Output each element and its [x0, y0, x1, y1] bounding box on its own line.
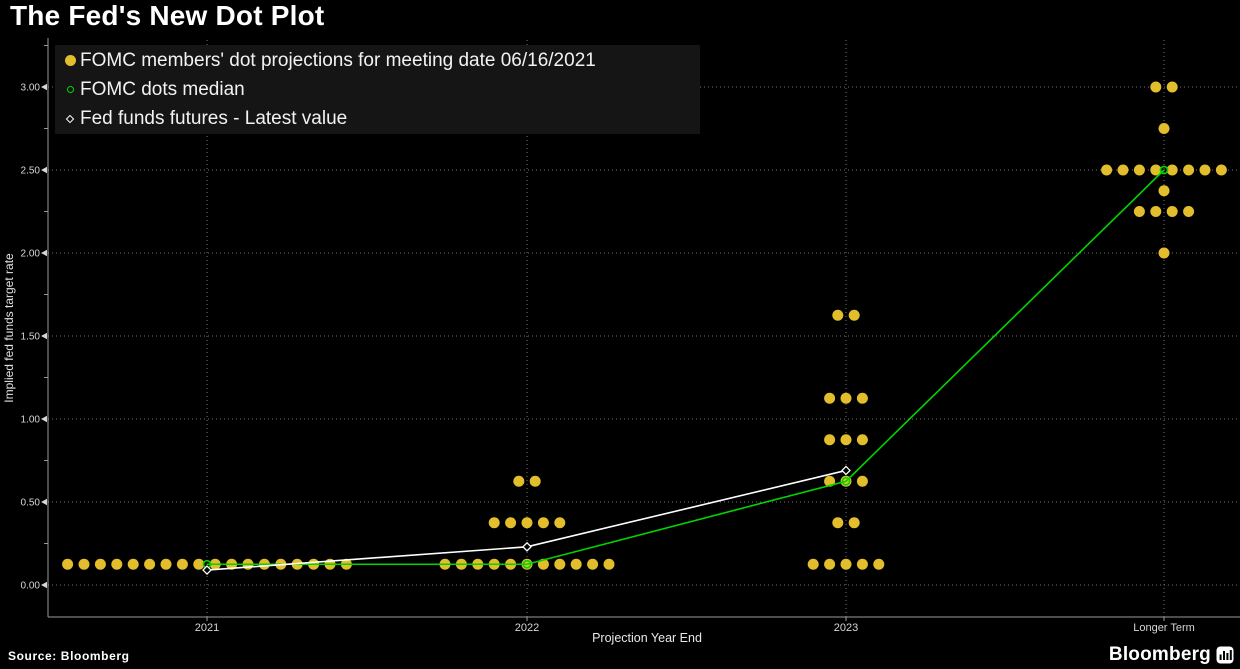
fomc-dot — [848, 517, 860, 529]
fomc-dot — [144, 558, 156, 570]
y-tick-arrow — [41, 249, 47, 257]
fomc-dot — [856, 434, 868, 446]
legend-label: Fed funds futures - Latest value — [80, 107, 348, 129]
fomc-dot — [94, 558, 106, 570]
y-tick-label: 0.00 — [21, 581, 41, 592]
y-tick-arrow — [41, 166, 47, 174]
fomc-dot — [824, 558, 836, 570]
y-tick-label: 2.50 — [21, 166, 41, 177]
fomc-dot — [1101, 164, 1113, 176]
fomc-dot — [832, 309, 844, 321]
y-tick-arrow — [41, 415, 47, 423]
fomc-dot — [111, 558, 123, 570]
fomc-dot — [1150, 164, 1162, 176]
fomc-dot — [1166, 206, 1178, 217]
fomc-dot — [832, 517, 844, 529]
fomc-dot — [1133, 164, 1145, 176]
fomc-dot — [1166, 164, 1178, 176]
source-credit: Source: Bloomberg — [8, 649, 130, 663]
fomc-dot — [176, 558, 188, 570]
fomc-dot — [840, 434, 852, 446]
fomc-dot — [856, 392, 868, 404]
bloomberg-logo: Bloomberg — [1109, 644, 1234, 666]
bloomberg-chart-icon — [1216, 646, 1234, 664]
x-tick-label: 2023 — [834, 622, 858, 634]
fomc-dot — [1133, 206, 1145, 217]
fomc-dot — [840, 558, 852, 570]
fomc-dot — [587, 558, 599, 570]
fomc-dot — [1117, 164, 1129, 176]
futures-point — [841, 465, 851, 476]
y-tick-arrow — [41, 581, 47, 589]
fomc-dot — [160, 558, 172, 570]
fomc-dot — [488, 517, 500, 529]
fomc-dot — [193, 558, 205, 570]
legend-label: FOMC dots median — [80, 78, 245, 100]
fomc-dot — [1166, 81, 1178, 93]
x-tick-label: 2022 — [515, 622, 539, 634]
legend-item: FOMC members' dot projections for meetin… — [62, 46, 700, 75]
fomc-dot — [1199, 164, 1211, 176]
fomc-dot — [521, 517, 533, 529]
fomc-dot — [856, 558, 868, 570]
fomc-dot — [1158, 123, 1170, 134]
x-tick-label: Longer Term — [1133, 622, 1195, 634]
median-line — [207, 169, 1165, 566]
y-tick-label: 1.00 — [21, 415, 41, 426]
fomc-dot — [554, 517, 566, 529]
y-tick-label: 1.50 — [21, 332, 41, 343]
fomc-dot — [824, 434, 836, 446]
open-circle-icon — [62, 86, 78, 93]
x-tick-label: 2021 — [195, 622, 219, 634]
median-point — [841, 476, 851, 486]
y-tick-label: 2.00 — [21, 249, 41, 260]
fomc-dot — [62, 558, 74, 570]
fomc-dot — [537, 517, 549, 529]
futures-point — [202, 565, 212, 575]
bloomberg-logo-text: Bloomberg — [1108, 644, 1211, 665]
fomc-dot — [513, 475, 525, 487]
median-point — [522, 559, 532, 569]
fomc-dot — [807, 558, 819, 570]
y-tick-arrow — [41, 332, 47, 340]
fomc-dot — [603, 558, 615, 570]
y-tick-arrow — [41, 498, 47, 506]
fomc-dot — [1183, 206, 1195, 217]
legend-item: FOMC dots median — [62, 75, 700, 104]
fomc-dot — [1183, 164, 1195, 176]
fomc-dot — [848, 309, 860, 321]
chart-title: The Fed's New Dot Plot — [10, 0, 325, 31]
fomc-dot — [873, 558, 885, 570]
fomc-dot — [1150, 206, 1162, 217]
y-axis-title: Implied fed funds target rate — [2, 253, 16, 403]
y-tick-arrow — [41, 83, 47, 91]
fomc-dot — [1215, 164, 1227, 176]
fomc-dot — [824, 392, 836, 404]
x-axis-title: Projection Year End — [592, 631, 702, 645]
fomc-dot — [529, 475, 541, 487]
open-diamond-icon — [62, 114, 78, 123]
median-point — [1159, 165, 1169, 175]
y-tick-label: 3.00 — [21, 83, 41, 94]
legend-label: FOMC members' dot projections for meetin… — [80, 49, 596, 71]
fomc-dot — [78, 558, 90, 570]
fomc-dot — [840, 392, 852, 404]
fomc-dot — [1158, 247, 1170, 259]
fomc-dot — [127, 558, 139, 570]
fomc-dot — [1150, 81, 1162, 93]
fomc-dot — [554, 558, 566, 570]
fomc-dot — [1158, 185, 1170, 197]
legend-item: Fed funds futures - Latest value — [62, 104, 700, 133]
fomc-dot — [505, 517, 517, 529]
fomc-dot — [570, 558, 582, 570]
y-tick-label: 0.50 — [21, 498, 41, 509]
fomc-dot — [856, 475, 868, 487]
legend: FOMC members' dot projections for meetin… — [55, 45, 700, 134]
filled-circle-icon — [62, 55, 78, 66]
futures-point — [522, 541, 532, 552]
